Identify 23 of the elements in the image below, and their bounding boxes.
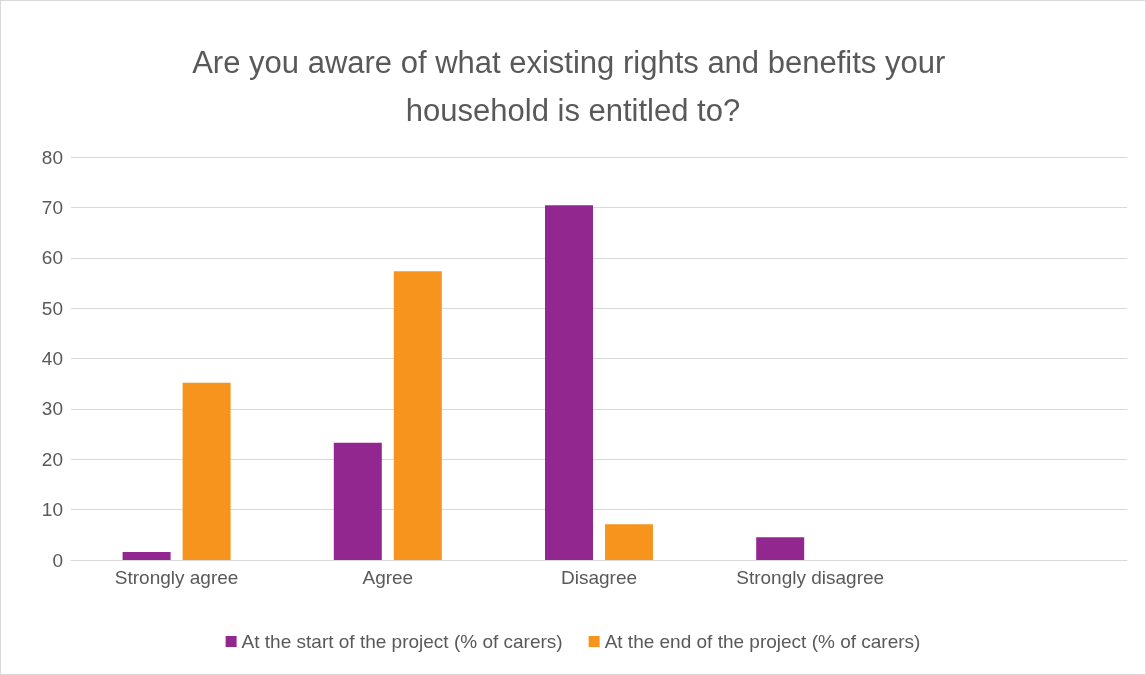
y-tick-label: 10 [41,499,63,521]
y-tick-label: 80 [41,146,63,168]
chart-title: Are you aware of what existing rights and benefits your household is entitled to? [192,44,954,128]
bar [605,524,653,560]
x-tick-label: Agree [362,567,414,588]
bar [122,551,171,560]
bar [756,537,805,560]
y-tick-label: 50 [41,297,63,319]
x-tick-label: Strongly disagree [736,567,885,588]
y-tick-label: 30 [41,398,63,420]
bar [393,271,442,560]
legend-label: At the start of the project (% of carers) [241,631,563,652]
y-tick-label: 70 [41,196,63,218]
y-tick-label: 20 [41,448,63,470]
y-tick-label: 0 [52,549,63,571]
y-tick-label: 40 [41,348,63,369]
x-tick-label: Strongly agree [114,567,239,588]
y-tick-label: 60 [41,247,63,269]
bar [333,442,382,560]
legend-label: At the end of the project (% of carers) [604,631,921,652]
bar [182,382,231,560]
x-tick-label: Disagree [560,567,638,588]
bar [545,205,593,560]
